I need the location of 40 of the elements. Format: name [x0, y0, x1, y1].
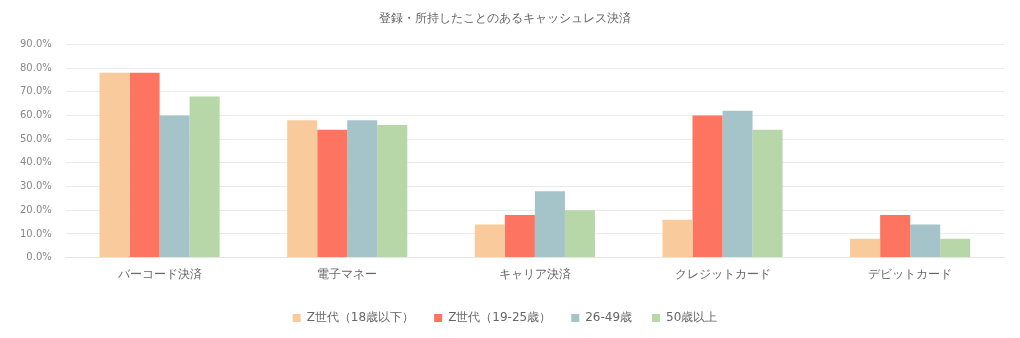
- legend-label: Z世代（18歳以下）: [306, 310, 415, 325]
- bar: [189, 96, 220, 258]
- bar: [910, 224, 941, 258]
- legend-label: 26-49歳: [585, 310, 633, 325]
- bar: [722, 110, 753, 258]
- y-tick-label: 80.0%: [19, 61, 52, 73]
- bar: [474, 224, 505, 258]
- legend-label: Z世代（19-25歳）: [448, 310, 552, 325]
- legend-label: 50歳以上: [666, 310, 718, 325]
- bar: [159, 115, 190, 258]
- bar: [347, 120, 378, 258]
- bar: [377, 124, 408, 258]
- bar: [940, 238, 971, 258]
- bar: [752, 129, 783, 258]
- bar: [662, 219, 693, 258]
- bar: [692, 115, 723, 258]
- x-tick-label: キャリア決済: [498, 266, 571, 281]
- x-tick-label: バーコード決済: [116, 266, 202, 281]
- y-tick-label: 90.0%: [19, 37, 52, 49]
- y-tick-label: 0.0%: [26, 251, 52, 263]
- x-tick-label: 電子マネー: [317, 266, 378, 281]
- y-tick-label: 60.0%: [19, 109, 52, 121]
- bar: [880, 214, 911, 258]
- bar: [317, 129, 348, 258]
- bar: [287, 120, 318, 258]
- bar: [129, 72, 160, 258]
- y-tick-label: 40.0%: [19, 156, 52, 168]
- x-tick-label: デビットカード: [868, 266, 953, 281]
- bar: [534, 191, 565, 258]
- bar: [850, 238, 881, 258]
- chart-title: 登録・所持したことのあるキャッシュレス決済: [379, 11, 631, 26]
- y-tick-label: 50.0%: [19, 132, 52, 144]
- y-tick-label: 70.0%: [19, 85, 52, 97]
- bar: [99, 72, 130, 258]
- bar: [564, 210, 595, 258]
- y-tick-label: 30.0%: [19, 180, 52, 192]
- y-tick-label: 20.0%: [19, 203, 52, 215]
- y-tick-label: 10.0%: [19, 227, 52, 239]
- bar: [504, 214, 535, 258]
- x-tick-label: クレジットカード: [674, 266, 771, 281]
